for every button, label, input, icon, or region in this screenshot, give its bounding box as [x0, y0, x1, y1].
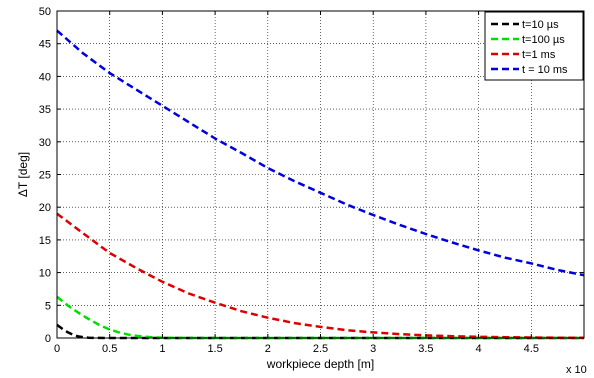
legend-items: t=10 µs t=100 µs t=1 ms t = 10 ms: [491, 19, 568, 76]
y-tick-label: 45: [39, 39, 51, 51]
grid: [57, 11, 584, 338]
y-tick-label: 30: [39, 137, 51, 149]
series-line: [56, 212, 585, 340]
x-tick-label: 4.5: [524, 343, 539, 355]
y-tick-label: 20: [39, 202, 51, 214]
y-tick-label: 10: [39, 268, 51, 280]
legend-box: [484, 11, 584, 81]
x-tick-label: 1: [159, 343, 165, 355]
series-line: [56, 29, 585, 277]
x-axis-multiplier: x 10: [566, 364, 587, 376]
legend: t=10 µs t=100 µs t=1 ms t = 10 ms: [484, 11, 584, 81]
x-tick-label: 3.5: [418, 343, 433, 355]
y-tick-label: 0: [45, 333, 51, 345]
x-tick-label: 4: [476, 343, 482, 355]
x-tick-label: 1.5: [207, 343, 222, 355]
y-tick-label: 5: [45, 300, 51, 312]
y-tick-label: 50: [39, 6, 51, 18]
legend-label: t=100 µs: [522, 34, 565, 46]
x-tick-label: 2.5: [313, 343, 328, 355]
y-tick-label: 25: [39, 170, 51, 182]
x-tick-label: 0: [54, 343, 60, 355]
legend-label: t = 10 ms: [522, 64, 568, 76]
y-tick-label: 15: [39, 235, 51, 247]
x-tick-label: 3: [370, 343, 376, 355]
y-tick-label: 40: [39, 71, 51, 83]
tick-labels: 0 0.5 1 1.5 2 2.5 3 3.5 4 4.5 0 5 10 15 20 25 30 35 40 45 50: [39, 6, 539, 355]
legend-label: t=10 µs: [522, 19, 559, 31]
y-axis-label: ΔT [deg]: [16, 152, 30, 197]
legend-label: t=1 ms: [522, 49, 556, 61]
x-tick-label: 2: [265, 343, 271, 355]
y-tick-label: 35: [39, 104, 51, 116]
x-tick-label: 0.5: [102, 343, 117, 355]
x-axis-label: workpiece depth [m]: [266, 357, 374, 371]
